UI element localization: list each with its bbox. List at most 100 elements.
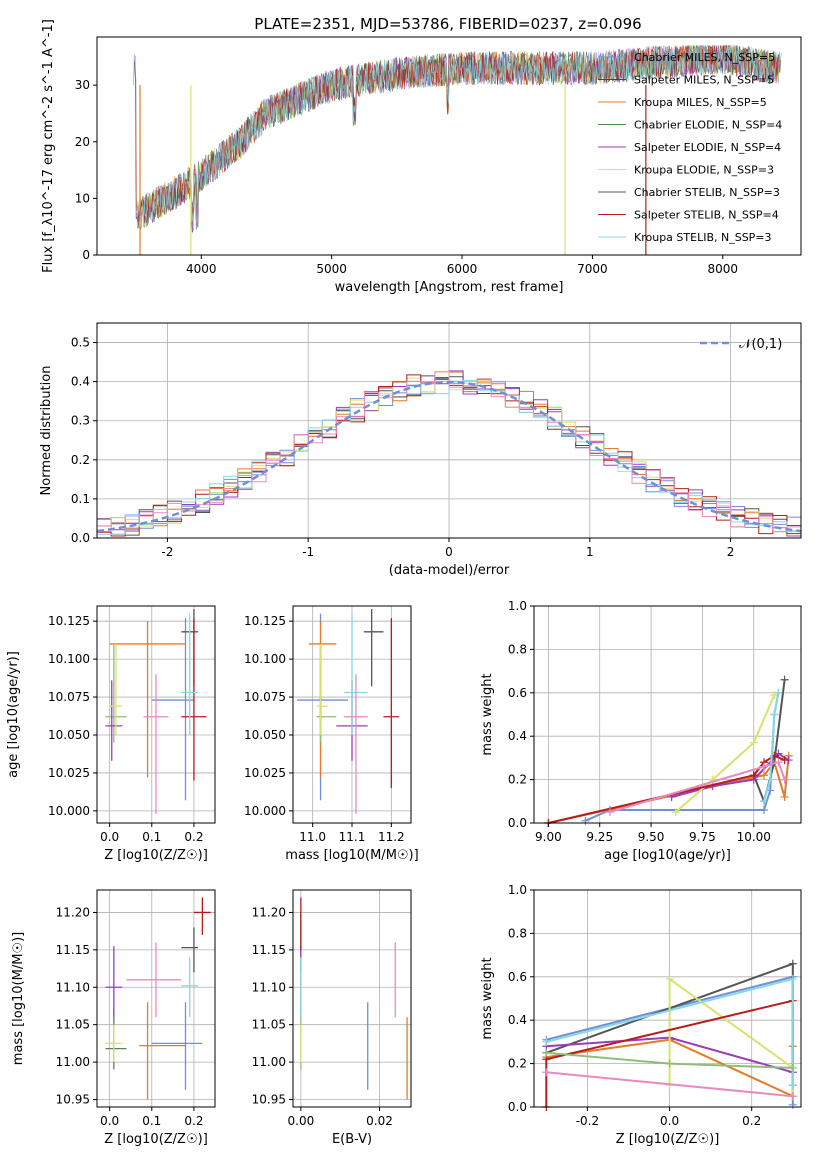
weight-point [780,675,789,684]
legend-label: Salpeter MILES, N_SSP=5 [634,74,774,87]
y-tick-label: 0.5 [71,336,90,350]
y-tick-label: 10.100 [244,652,286,666]
histogram-step [97,371,801,533]
x-tick-label: 0.1 [142,1114,161,1128]
legend-label: Chabrier MILES, N_SSP=5 [634,51,775,64]
weight-point [788,1092,797,1101]
x-tick-label: 11.1 [339,830,366,844]
weight-point [749,771,758,780]
plot-area-mass_vs_ebv [300,897,408,1100]
y-tick-label: 10.000 [244,804,286,818]
x-tick-label: 0.1 [142,830,161,844]
x-tick-label: 9.50 [638,830,665,844]
x-tick-label: 0.0 [660,1114,679,1128]
y-tick-label: 0.4 [508,1013,527,1027]
plot-area-mass_vs_Z [105,897,211,1100]
y-axis-label: Flux [f_λ10^-17 erg cm^-2 s^-1 A^-1] [41,19,56,273]
weight-line [668,977,794,1097]
x-tick-label: 0.2 [184,1114,203,1128]
weight-line [546,1071,793,1098]
weight-point [770,710,779,719]
legend-label: Kroupa ELODIE, N_SSP=3 [634,164,774,177]
x-axis-label: (data-model)/error [389,563,510,578]
y-tick-label: 10.050 [244,728,286,742]
y-tick-label: 11.15 [252,943,286,957]
y-tick-label: 0.8 [508,926,527,940]
x-tick-label: 7000 [577,262,608,276]
weight-line [584,692,780,822]
plot-area-age_vs_mass [296,609,400,814]
legend-label: Chabrier ELODIE, N_SSP=4 [634,119,782,132]
axes-frame [292,889,412,1108]
y-tick-label: 0.1 [71,492,90,506]
plot-area-residuals [96,370,802,537]
x-tick-label: 9.25 [586,830,613,844]
legend-label: Salpeter ELODIE, N_SSP=4 [634,141,781,154]
y-tick-label: 10.050 [48,728,90,742]
weight-point [760,762,769,771]
y-tick-label: 0.0 [71,531,90,545]
weight-point [542,1048,551,1057]
weight-point [760,771,769,780]
weight-point [780,792,789,801]
x-tick-label: 4000 [186,262,217,276]
spectrum-legend: Chabrier MILES, N_SSP=5 Salpeter MILES, N… [598,51,782,244]
x-tick-label: 0.02 [366,1114,393,1128]
x-tick-label: -1 [302,545,314,559]
x-axis-label: age [log10(age/yr)] [604,848,731,863]
weight-point [774,688,783,697]
weight-point [542,1068,551,1077]
y-tick-label: 10.075 [48,690,90,704]
weight-point [780,775,789,784]
weight-point [760,797,769,806]
legend-label: 𝒩(0,1) [739,337,782,352]
weight-point [542,1037,551,1046]
plot-area-spectrum [133,45,782,255]
legend-label: Kroupa STELIB, N_SSP=3 [634,231,772,244]
x-axis-label: Z [log10(Z/Z☉)] [616,1132,720,1147]
x-tick-label: 9.00 [535,830,562,844]
y-tick-label: 10.025 [244,766,286,780]
y-tick-label: 10.125 [244,614,286,628]
spectrum-line [140,45,778,227]
y-tick-label: 1.0 [508,883,527,897]
gaussian-curve [96,380,802,533]
x-tick-label: 11.0 [299,830,326,844]
axes-frame [96,322,802,539]
weight-point [671,808,680,817]
y-axis-label: mass weight [480,673,495,755]
weight-point [605,808,614,817]
y-tick-label: 10.95 [56,1093,90,1107]
axes-weight_vs_Z: -0.2 0.0 0.2 0.0 0.2 0.4 0.6 0.8 1.0 Z [log10(Z/Z… [480,883,802,1147]
weight-point [760,805,769,814]
x-tick-label: 10.00 [737,830,771,844]
y-tick-label: 0.2 [71,453,90,467]
weight-point [766,775,775,784]
axes-frame [533,605,802,824]
x-axis-label: wavelength [Angstrom, rest frame] [335,280,564,295]
y-tick-label: 1.0 [508,599,527,613]
x-axis-label: Z [log10(Z/Z☉)] [104,848,208,863]
y-tick-label: 11.20 [56,905,90,919]
x-tick-label: 0.2 [742,1114,761,1128]
plot-area-weight_vs_Z [542,959,797,1111]
axes-frame [96,605,216,824]
axes-frame [96,36,802,256]
y-tick-label: 11.15 [56,943,90,957]
weight-point [780,756,789,765]
x-tick-label: 2 [727,545,735,559]
x-tick-label: 9.75 [689,830,716,844]
y-axis-label: mass [log10(M/M☉)] [11,932,26,1065]
x-axis-label: Z [log10(Z/Z☉)] [104,1132,208,1147]
y-tick-label: 0.8 [508,642,527,656]
plot-area-age_vs_Z [105,609,207,814]
y-tick-label: 0.6 [508,970,527,984]
y-tick-label: 11.05 [252,1018,286,1032]
weight-point [788,959,797,968]
y-tick-label: 11.20 [252,905,286,919]
y-tick-label: 0.2 [508,773,527,787]
y-tick-label: 0.6 [508,686,527,700]
x-tick-label: 5000 [316,262,347,276]
y-tick-label: 11.10 [56,980,90,994]
weight-point [788,1100,797,1109]
